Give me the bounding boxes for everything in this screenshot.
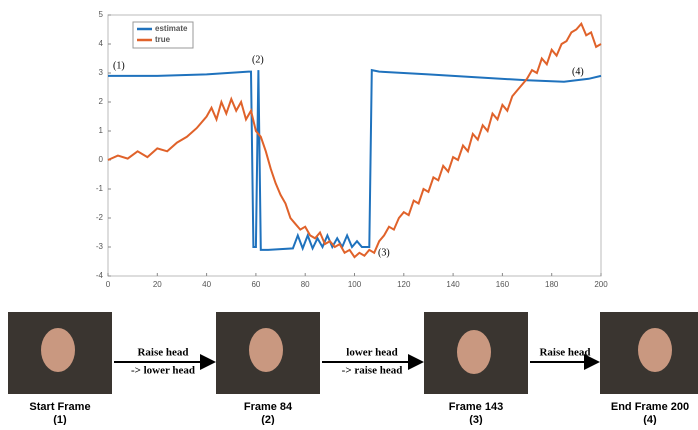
frame-caption: Start Frame	[29, 401, 90, 413]
x-tick-label: 120	[397, 280, 411, 289]
y-tick-label: -1	[96, 184, 104, 193]
x-tick-label: 160	[496, 280, 510, 289]
x-tick-label: 180	[545, 280, 559, 289]
y-tick-label: 1	[99, 126, 104, 135]
frame-caption: Frame 143	[449, 401, 503, 413]
annotation: (3)	[378, 247, 390, 258]
arrow-label: -> raise head	[342, 365, 403, 377]
frame-number: (1)	[53, 414, 67, 425]
frame-caption: Frame 84	[244, 401, 293, 413]
legend-label: estimate	[155, 24, 188, 33]
face	[249, 328, 283, 372]
x-tick-label: 0	[106, 280, 111, 289]
series-line	[108, 68, 602, 252]
x-tick-label: 40	[202, 280, 211, 289]
y-tick-label: 3	[99, 68, 104, 77]
annotation: (1)	[113, 60, 125, 71]
frame-number: (3)	[469, 414, 483, 425]
y-tick-label: -2	[96, 213, 104, 222]
plot-area	[107, 14, 602, 277]
face	[41, 328, 75, 372]
x-tick-label: 20	[153, 280, 162, 289]
annotation: (2)	[252, 54, 264, 65]
y-tick-label: 5	[99, 10, 104, 19]
x-tick-label: 100	[348, 280, 362, 289]
y-tick-label: 2	[99, 97, 104, 106]
frame-number: (2)	[261, 414, 275, 425]
arrow-label: Raise head	[539, 347, 590, 359]
x-tick-label: 140	[446, 280, 460, 289]
y-tick-label: 4	[99, 39, 104, 48]
face	[457, 330, 491, 374]
frame-caption: End Frame 200	[611, 401, 689, 413]
arrow-label: -> lower head	[131, 365, 195, 377]
x-tick-label: 60	[251, 280, 260, 289]
x-tick-label: 200	[594, 280, 608, 289]
face	[638, 328, 672, 372]
y-tick-label: -4	[96, 271, 104, 280]
arrow-label: Raise head	[137, 347, 188, 359]
legend-box	[132, 21, 194, 49]
frames	[8, 312, 698, 394]
arrow-label: lower head	[346, 347, 397, 359]
series-line	[107, 21, 602, 259]
annotation: (4)	[572, 66, 584, 77]
legend-label: true	[155, 35, 171, 44]
frame-number: (4)	[643, 414, 657, 425]
y-tick-label: -3	[96, 242, 104, 251]
x-tick-label: 80	[301, 280, 310, 289]
y-tick-label: 0	[99, 155, 104, 164]
